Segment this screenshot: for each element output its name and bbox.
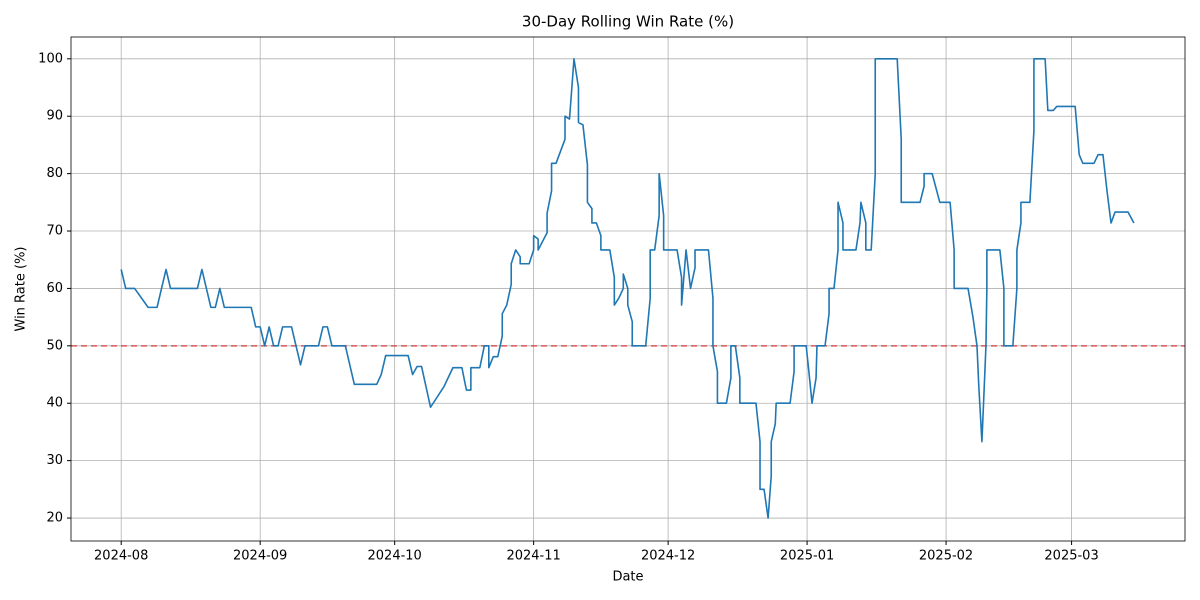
- y-tick-label: 60: [46, 281, 63, 296]
- y-tick-label: 20: [46, 511, 63, 526]
- x-tick-label: 2024-09: [233, 549, 287, 564]
- y-axis-label: Win Rate (%): [14, 247, 29, 332]
- y-tick-label: 80: [46, 166, 63, 181]
- x-tick-label: 2024-10: [368, 549, 422, 564]
- line: [120, 58, 1135, 519]
- x-tick-label: 2025-02: [919, 549, 973, 564]
- x-tick-label: 2024-12: [641, 549, 695, 564]
- x-tick-label: 2025-03: [1044, 549, 1098, 564]
- plot-frame: [70, 36, 1186, 542]
- y-tick-label: 40: [46, 396, 63, 411]
- x-axis-label: Date: [612, 570, 643, 585]
- x-tick-label: 2025-01: [780, 549, 834, 564]
- y-tick-label: 100: [38, 51, 63, 66]
- y-tick-label: 90: [46, 109, 63, 124]
- chart-title: 30-Day Rolling Win Rate (%): [522, 13, 734, 31]
- x-tick-label: 2024-08: [94, 549, 148, 564]
- y-tick-label: 50: [46, 338, 63, 353]
- x-tick-label: 2024-11: [506, 549, 560, 564]
- y-tick-label: 70: [46, 224, 63, 239]
- y-tick-label: 30: [46, 453, 63, 468]
